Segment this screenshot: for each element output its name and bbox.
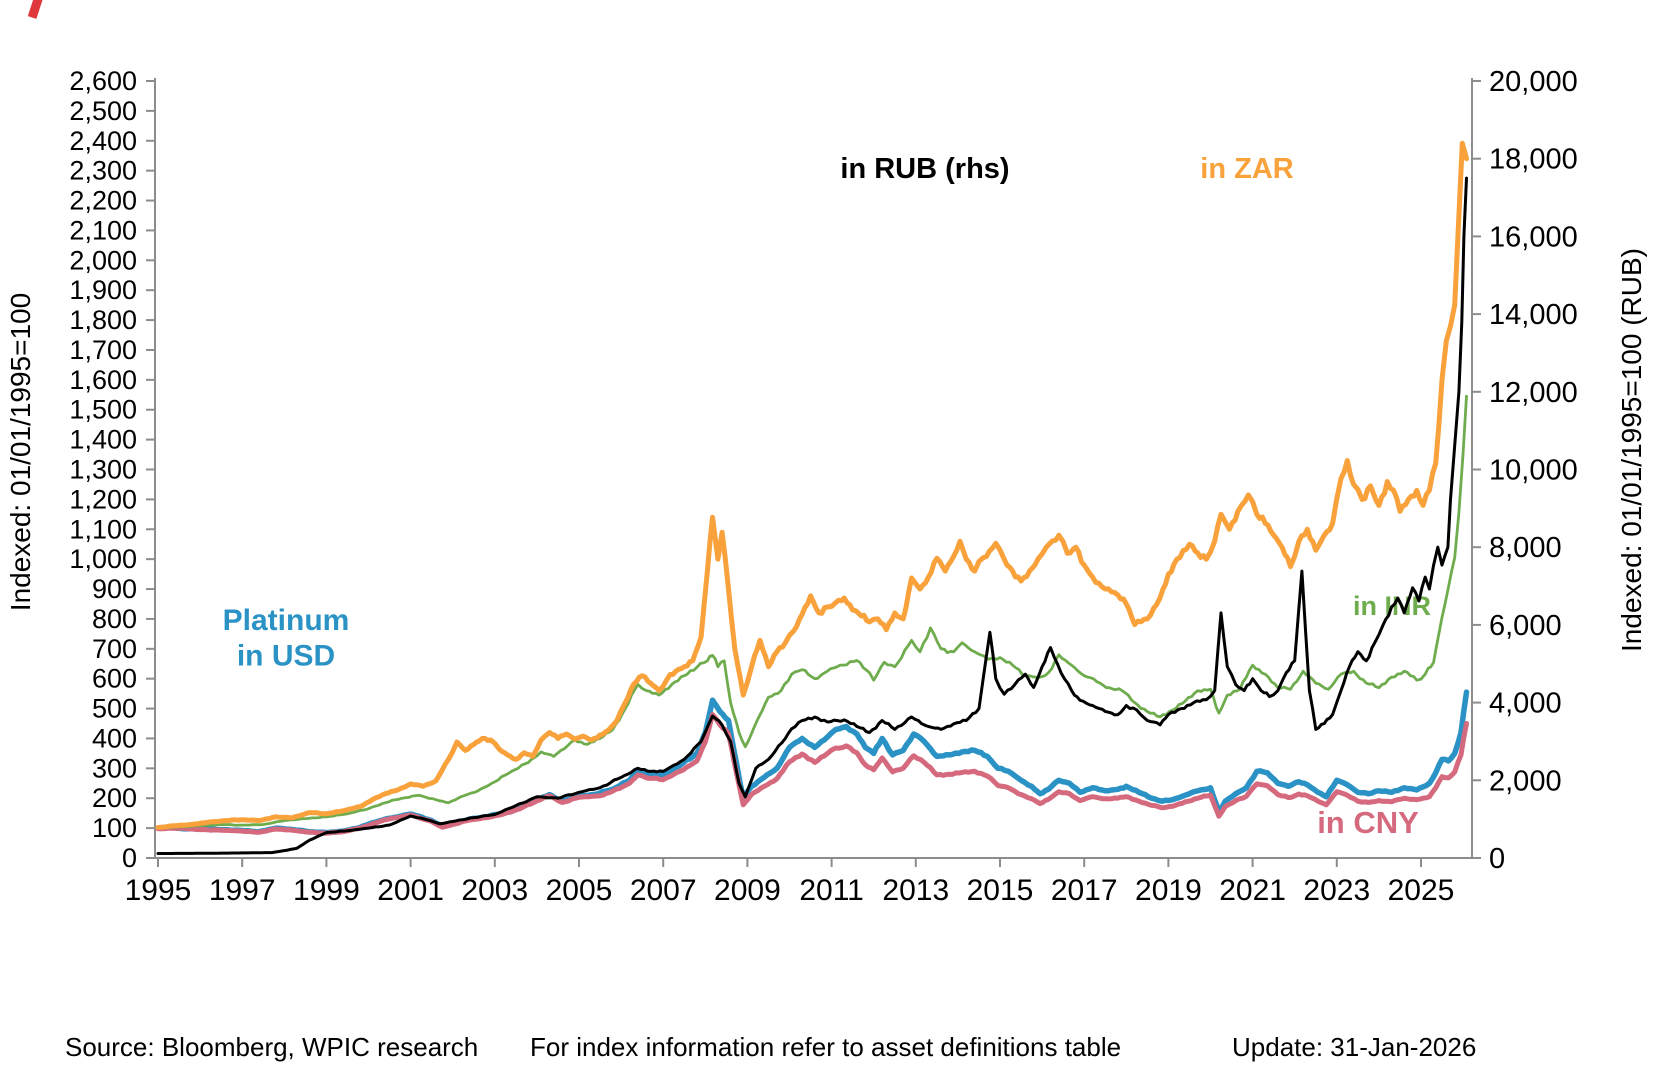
left-axis-tick-label: 1,400 bbox=[69, 425, 137, 455]
label-zar: in ZAR bbox=[1200, 153, 1293, 185]
right-axis-title: Indexed: 01/01/1995=100 (RUB) bbox=[1616, 248, 1647, 652]
series-line-in-rub-rhs- bbox=[156, 176, 1468, 855]
left-axis-tick-label: 200 bbox=[92, 783, 137, 813]
x-axis-tick-label: 2005 bbox=[546, 874, 613, 907]
right-axis-tick-label: 14,000 bbox=[1489, 299, 1578, 331]
left-axis-tick-label: 2,400 bbox=[69, 126, 137, 156]
left-axis-tick-label: 1,300 bbox=[69, 455, 137, 485]
x-axis-tick-label: 2001 bbox=[377, 874, 444, 907]
left-axis-tick-label: 800 bbox=[92, 604, 137, 634]
source-note: Source: Bloomberg, WPIC research bbox=[65, 1032, 479, 1062]
series-line-in-cny bbox=[155, 712, 1469, 836]
x-axis-tick-label: 2003 bbox=[461, 874, 528, 907]
left-axis-title: Indexed: 01/01/1995=100 bbox=[5, 293, 36, 611]
x-axis-tick-label: 2011 bbox=[799, 874, 864, 907]
right-axis-tick-label: 16,000 bbox=[1489, 221, 1578, 253]
right-axis-tick-label: 6,000 bbox=[1489, 610, 1562, 642]
right-axis-tick-label: 0 bbox=[1489, 843, 1505, 875]
left-axis-tick-label: 2,300 bbox=[69, 156, 137, 186]
x-axis-tick-label: 2007 bbox=[630, 874, 697, 907]
left-axis-tick-label: 400 bbox=[92, 723, 137, 753]
right-axis-tick-label: 12,000 bbox=[1489, 377, 1578, 409]
x-axis-tick-label: 2009 bbox=[714, 874, 781, 907]
x-axis-tick-label: 2015 bbox=[967, 874, 1034, 907]
left-axis-tick-label: 700 bbox=[92, 634, 137, 664]
left-axis-tick-label: 2,500 bbox=[69, 96, 137, 126]
x-axis-tick-label: 1999 bbox=[293, 874, 360, 907]
x-axis-tick-label: 2013 bbox=[882, 874, 949, 907]
left-axis-tick-label: 600 bbox=[92, 664, 137, 694]
left-axis-tick-label: 100 bbox=[92, 813, 137, 843]
right-axis-tick-label: 18,000 bbox=[1489, 144, 1578, 176]
x-axis-tick-label: 2025 bbox=[1388, 874, 1455, 907]
left-axis-tick-label: 1,600 bbox=[69, 365, 137, 395]
label-cny: in CNY bbox=[1317, 805, 1419, 840]
x-axis-tick-label: 1997 bbox=[209, 874, 276, 907]
update-date: Update: 31-Jan-2026 bbox=[1232, 1032, 1477, 1062]
left-axis-tick-label: 900 bbox=[92, 574, 137, 604]
left-axis-tick-label: 1,900 bbox=[69, 275, 137, 305]
x-axis-tick-label: 2023 bbox=[1303, 874, 1370, 907]
series-line-in-inr bbox=[156, 394, 1468, 830]
right-axis-tick-label: 2,000 bbox=[1489, 765, 1562, 797]
label-rub: in RUB (rhs) bbox=[840, 153, 1009, 185]
x-axis-tick-label: 2019 bbox=[1135, 874, 1202, 907]
right-axis-tick-label: 20,000 bbox=[1489, 66, 1578, 98]
chart-axes: 01002003004005006007008009001,0001,1001,… bbox=[69, 66, 1577, 907]
label-usd: Platinum in USD bbox=[223, 604, 350, 672]
left-axis-tick-label: 2,600 bbox=[69, 66, 137, 96]
series-lines bbox=[155, 140, 1470, 855]
left-axis-tick-label: 2,100 bbox=[69, 215, 137, 245]
left-axis-tick-label: 2,000 bbox=[69, 245, 137, 275]
left-axis-tick-label: 0 bbox=[122, 843, 137, 873]
left-axis-tick-label: 1,200 bbox=[69, 484, 137, 514]
series-line-in-zar bbox=[155, 140, 1469, 830]
left-axis-tick-label: 1,500 bbox=[69, 395, 137, 425]
x-axis-tick-label: 1995 bbox=[125, 874, 192, 907]
left-axis-tick-label: 1,700 bbox=[69, 335, 137, 365]
x-axis-tick-label: 2017 bbox=[1051, 874, 1118, 907]
right-axis-tick-label: 10,000 bbox=[1489, 455, 1578, 487]
x-axis-tick-label: 2021 bbox=[1219, 874, 1286, 907]
left-axis-tick-label: 300 bbox=[92, 753, 137, 783]
left-axis-tick-label: 2,200 bbox=[69, 186, 137, 216]
left-axis-tick-label: 1,000 bbox=[69, 544, 137, 574]
right-axis-tick-label: 4,000 bbox=[1489, 688, 1562, 720]
left-axis-tick-label: 500 bbox=[92, 694, 137, 724]
left-axis-tick-label: 1,100 bbox=[69, 514, 137, 544]
index-info-note: For index information refer to asset def… bbox=[530, 1032, 1122, 1062]
right-axis-tick-label: 8,000 bbox=[1489, 532, 1562, 564]
left-axis-tick-label: 1,800 bbox=[69, 305, 137, 335]
